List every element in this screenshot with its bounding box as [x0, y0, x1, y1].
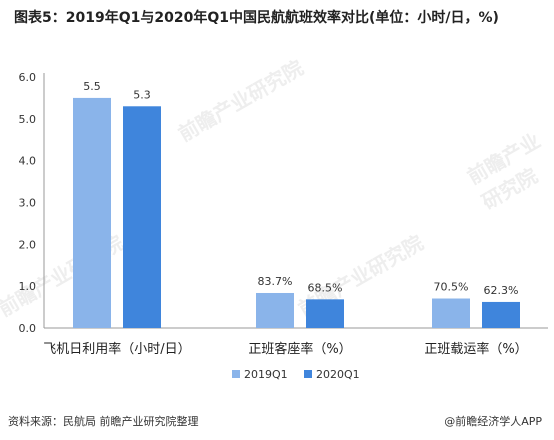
data-label: 68.5% — [308, 281, 343, 294]
legend-swatch — [304, 370, 312, 378]
x-category-label: 飞机日利用率（小时/日） — [43, 341, 190, 357]
data-label: 5.3 — [133, 88, 151, 101]
y-tick-label: 5.0 — [19, 113, 37, 126]
y-tick-label: 0.0 — [19, 322, 37, 335]
data-label: 70.5% — [434, 281, 469, 294]
bar — [482, 301, 520, 328]
bar — [256, 292, 294, 328]
y-tick-label: 4.0 — [19, 155, 37, 168]
legend-label: 2020Q1 — [316, 368, 360, 381]
x-category-label: 正班客座率（%） — [248, 341, 351, 357]
x-category-label: 正班载运率（%） — [424, 341, 527, 357]
y-tick-label: 2.0 — [19, 238, 37, 251]
legend-label: 2019Q1 — [244, 368, 288, 381]
data-label: 62.3% — [484, 284, 519, 297]
chart-title: 图表5：2019年Q1与2020年Q1中国民航航班效率对比(单位：小时/日，%) — [14, 10, 499, 26]
bar — [73, 97, 111, 329]
legend-swatch — [232, 370, 240, 378]
data-label: 83.7% — [258, 275, 293, 288]
y-tick-label: 1.0 — [19, 280, 37, 293]
data-label: 5.5 — [83, 80, 101, 93]
source-note: 资料来源：民航局 前瞻产业研究院整理 — [8, 415, 199, 428]
credit-note: @前瞻经济学人APP — [444, 415, 542, 428]
bar — [123, 106, 161, 329]
y-tick-label: 3.0 — [19, 197, 37, 210]
y-tick-label: 6.0 — [19, 71, 37, 84]
bar — [432, 298, 470, 328]
bar — [306, 299, 344, 328]
